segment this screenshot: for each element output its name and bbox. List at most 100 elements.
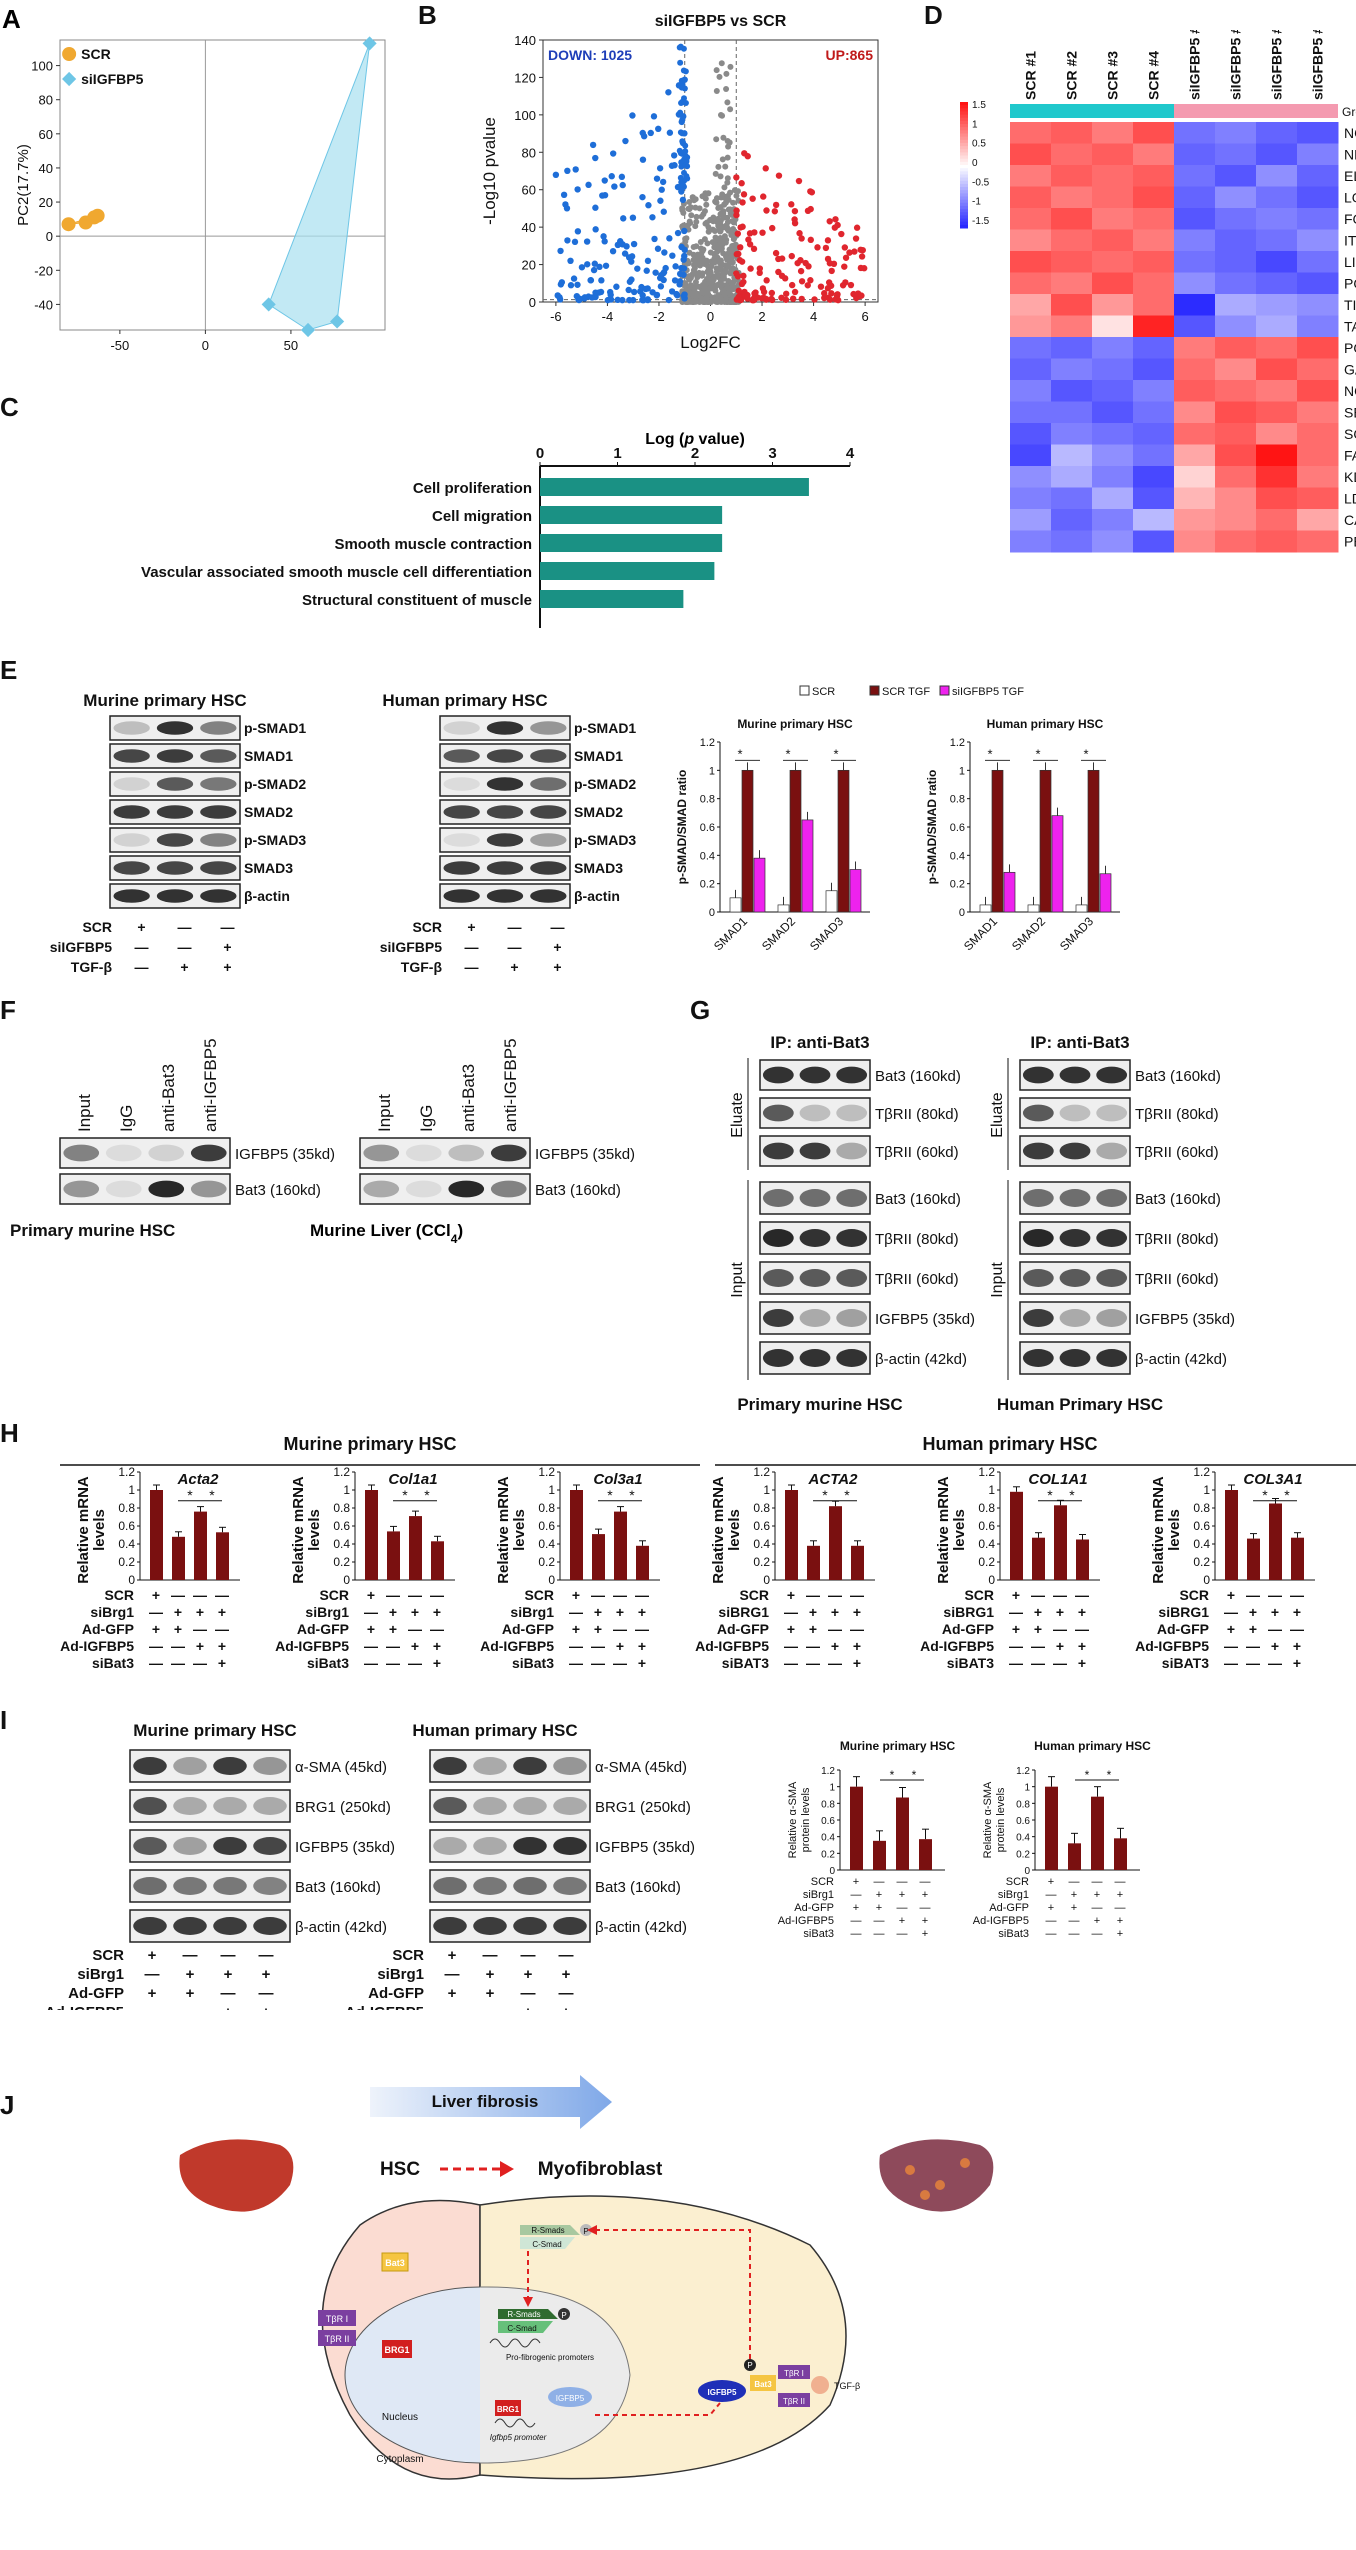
heatmap-cell: [1051, 358, 1093, 381]
scale-step: [960, 199, 968, 204]
ns-point: [692, 279, 699, 286]
significance-star: *: [737, 746, 742, 761]
ns-point: [715, 163, 722, 170]
gene-label: LOX: [1344, 190, 1356, 206]
condition-label: SCR: [1179, 1587, 1209, 1603]
scale-step: [960, 120, 968, 125]
gene-title: ACTA2: [808, 1471, 859, 1488]
bar: [1027, 904, 1040, 913]
chart-title: Human primary HSC: [1034, 1739, 1151, 1753]
condition-sign: +: [1078, 1604, 1086, 1620]
heatmap-cell: [1092, 380, 1134, 402]
scale-step: [960, 224, 968, 229]
condition-sign: +: [433, 1638, 441, 1654]
column-label: siIGFBP5 #4: [1310, 30, 1326, 100]
igfbp5-cyto-label: IGFBP5: [708, 2388, 737, 2397]
column-label: SCR #1: [1023, 51, 1039, 100]
band-label: β-actin: [574, 888, 620, 904]
down-point: [619, 296, 626, 304]
band-label: SMAD1: [244, 748, 293, 764]
blot-band: [63, 1144, 100, 1162]
up-point: [807, 277, 814, 284]
ns-point: [712, 170, 719, 177]
significance-star: *: [1047, 1487, 1053, 1503]
down-point: [639, 296, 647, 304]
condition-sign: +: [1071, 1889, 1077, 1901]
blot-band: [1059, 1189, 1091, 1207]
blot-band: [836, 1189, 868, 1207]
scale-tick: -1: [972, 197, 981, 208]
heatmap-cell: [1174, 251, 1216, 273]
condition-sign: +: [1056, 1604, 1064, 1620]
condition-sign: +: [899, 1915, 905, 1927]
blot-band: [173, 1877, 207, 1895]
bar: [1068, 1843, 1081, 1870]
x-tick-label: -6: [550, 309, 562, 324]
heatmap-cell: [1010, 165, 1052, 187]
blot-band: [486, 861, 524, 875]
band-label: TβRII (80kd): [1135, 1231, 1219, 1248]
ns-point: [717, 228, 724, 235]
ns-point: [729, 243, 736, 250]
blot-band: [213, 1837, 247, 1855]
band-label: BRG1 (250kd): [595, 1799, 691, 1816]
ns-point: [722, 163, 729, 170]
bar: [1114, 1838, 1127, 1870]
scale-step: [960, 218, 968, 223]
heatmap-cell: [1051, 294, 1093, 316]
lane-label: anti-IGFBP5: [201, 1038, 220, 1132]
heatmap-cell: [1010, 122, 1052, 144]
blot-band: [448, 1180, 485, 1198]
blot-band: [762, 1142, 794, 1160]
scale-step: [960, 127, 968, 131]
blot-band: [405, 1144, 442, 1162]
down-point: [570, 275, 578, 282]
up-point: [804, 282, 811, 289]
ns-point: [702, 195, 709, 202]
blot-band: [105, 1144, 142, 1162]
heatmap-cell: [1256, 509, 1298, 531]
panel-label-f: F: [0, 995, 16, 1025]
y-tick-label: 0.6: [1016, 1816, 1030, 1827]
condition-sign: +: [218, 1604, 226, 1620]
blot-band: [473, 1917, 507, 1935]
band-label: p-SMAD1: [574, 720, 636, 736]
gene-label: CASP7: [1344, 512, 1356, 528]
heatmap-cell: [1092, 466, 1134, 488]
ns-point: [691, 197, 698, 204]
heatmap-cell: [1297, 487, 1339, 510]
group-bar: [1297, 104, 1338, 118]
down-point: [660, 208, 667, 215]
blot-band: [799, 1066, 831, 1084]
blot-band: [799, 1309, 831, 1327]
heatmap-cell: [1051, 530, 1093, 553]
ns-point: [715, 274, 722, 281]
ns-point: [719, 112, 726, 119]
panel-label-j: J: [0, 2090, 15, 2120]
ns-point: [692, 298, 699, 305]
down-point: [592, 226, 599, 233]
condition-label: SCR: [82, 919, 112, 935]
y-axis-label: Relative α-SMA: [787, 1781, 799, 1858]
condition-sign: —: [806, 1638, 820, 1654]
condition-sign: —: [1046, 1915, 1057, 1927]
down-point: [564, 167, 571, 175]
panel-a: A: [2, 4, 21, 34]
fibrotic-spot: [935, 2180, 945, 2190]
up-point: [733, 174, 740, 181]
y-tick-label: 0.6: [700, 822, 715, 834]
x-tick-label: SMAD2: [759, 914, 798, 953]
ns-point: [733, 192, 740, 199]
column-label: siIGFBP5 #3: [1269, 30, 1285, 100]
ns-point: [715, 223, 722, 230]
up-point: [737, 244, 744, 251]
condition-sign: —: [635, 1621, 649, 1637]
blot-band: [443, 833, 480, 847]
bar: [387, 1531, 400, 1580]
y-tick-label: 0.6: [333, 1519, 350, 1533]
down-point: [599, 192, 606, 199]
band-label: SMAD2: [574, 804, 623, 820]
condition-sign: +: [224, 2004, 233, 2010]
bar: [194, 1511, 207, 1580]
heatmap-cell: [1297, 423, 1339, 445]
